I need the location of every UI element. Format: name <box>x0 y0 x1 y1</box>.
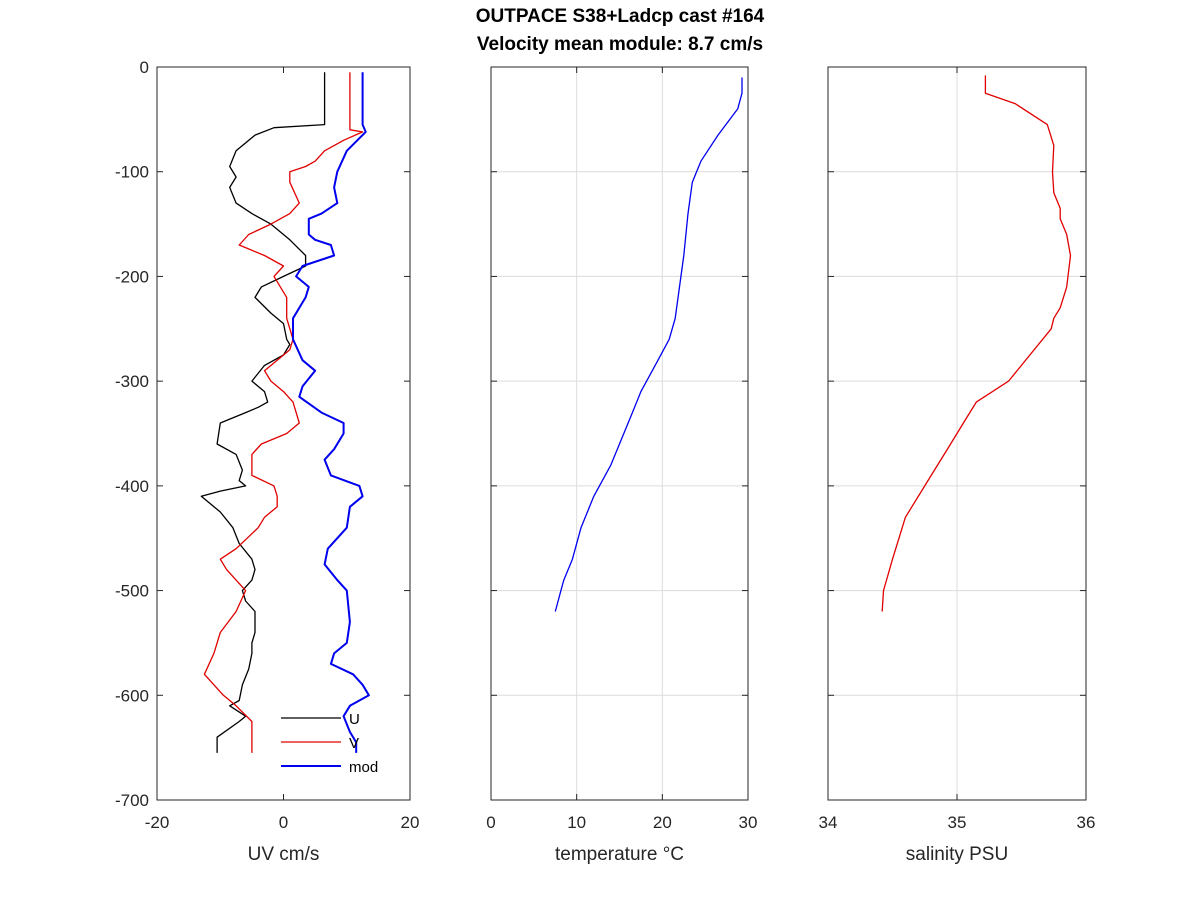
uv-ytick-label-3: -300 <box>115 372 149 391</box>
temperature-xlabel: temperature °C <box>555 844 684 865</box>
uv-ytick-label-7: -700 <box>115 791 149 810</box>
legend-label-u: U <box>349 711 360 728</box>
uv-ytick-label-0: 0 <box>140 58 149 77</box>
temperature-xtick-label-2: 20 <box>653 813 672 832</box>
uv-xtick-label-1: 0 <box>279 813 288 832</box>
uv-xlabel: UV cm/s <box>248 844 320 865</box>
salinity-axes-box <box>827 66 1087 801</box>
uv-ytick-label-6: -600 <box>115 686 149 705</box>
uv-ytick-label-1: -100 <box>115 163 149 182</box>
uv-xtick-label-2: 20 <box>401 813 420 832</box>
legend-label-v: V <box>349 735 359 752</box>
chart-subtitle: Velocity mean module: 8.7 cm/s <box>476 34 764 55</box>
salinity-xtick-label-2: 36 <box>1077 813 1096 832</box>
uv-ytick-label-2: -200 <box>115 267 149 286</box>
temperature-xtick-label-1: 10 <box>567 813 586 832</box>
uv-series-mod <box>292 72 370 753</box>
salinity-xlabel: salinity PSU <box>906 844 1008 865</box>
uv-ytick-label-4: -400 <box>115 477 149 496</box>
uv-axes-box <box>156 66 411 801</box>
temperature-axes-box <box>490 66 749 801</box>
uv-ytick-label-5: -500 <box>115 582 149 601</box>
salinity-xtick-label-1: 35 <box>948 813 967 832</box>
temperature-series-profile0 <box>554 77 743 612</box>
uv-series-v <box>203 72 364 753</box>
temperature-xtick-label-3: 30 <box>739 813 758 832</box>
temperature-xtick-label-0: 0 <box>486 813 495 832</box>
uv-series-u <box>200 72 326 753</box>
uv-xtick-label-0: -20 <box>145 813 170 832</box>
salinity-xtick-label-0: 34 <box>819 813 838 832</box>
chart-title: OUTPACE S38+Ladcp cast #164 <box>475 6 765 27</box>
legend-label-mod: mod <box>349 759 378 776</box>
salinity-series-profile0 <box>881 75 1072 612</box>
